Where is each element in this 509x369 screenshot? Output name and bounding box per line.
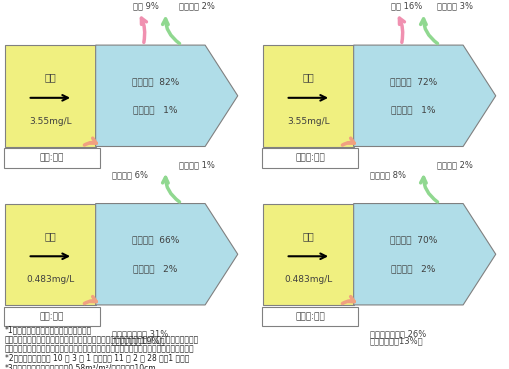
Text: 浸透流出   2%: 浸透流出 2% [390, 264, 435, 273]
Bar [5, 148, 99, 168]
Text: 流入: 流入 [44, 231, 56, 241]
Text: 底泥・土壌蓄積 31%: 底泥・土壌蓄積 31% [112, 329, 168, 338]
Text: 表面流出  66%: 表面流出 66% [131, 235, 179, 245]
Text: 植物吸収 1%: 植物吸収 1% [179, 160, 214, 169]
Text: 流入: 流入 [302, 73, 314, 83]
Bar [262, 307, 357, 326]
Bar [262, 148, 357, 168]
Text: *3　実験条件：水面積負荷：0.58m³/m²/日、水深：10cm: *3 実験条件：水面積負荷：0.58m³/m²/日、水深：10cm [5, 363, 156, 369]
Text: 流入: 流入 [302, 231, 314, 241]
Text: マコモ:窒素: マコモ:窒素 [295, 154, 324, 163]
Text: 底泥蓄積 8%: 底泥蓄積 8% [370, 170, 405, 180]
Text: 表面流出  70%: 表面流出 70% [389, 235, 436, 245]
Text: 脱窒 9%: 脱窒 9% [133, 1, 159, 10]
Text: マコモ:リン: マコモ:リン [295, 312, 324, 321]
Text: 底泥とは植生基材（土壌）上の懸濁物質の堆積物、土壌は稼動開始時の植生基材である: 底泥とは植生基材（土壌）上の懸濁物質の堆積物、土壌は稼動開始時の植生基材である [5, 344, 194, 353]
Bar [263, 204, 353, 305]
Text: *1　脱窒は無機態窒素の減少量より算出: *1 脱窒は無機態窒素の減少量より算出 [5, 325, 92, 335]
Text: 浸透流出   2%: 浸透流出 2% [133, 264, 177, 273]
Text: 窒素・リンの底泥・土壌蓄積は流入負荷量から流出負荷、植物吸収、脱窒を差し引き算出: 窒素・リンの底泥・土壌蓄積は流入負荷量から流出負荷、植物吸収、脱窒を差し引き算出 [5, 335, 199, 344]
Bar [263, 45, 353, 146]
Polygon shape [96, 45, 237, 146]
Text: 3.55mg/L: 3.55mg/L [287, 117, 329, 126]
Text: 底泥・土壌蓄積 26%: 底泥・土壌蓄積 26% [370, 329, 426, 338]
Text: 浸透流出   1%: 浸透流出 1% [390, 106, 435, 114]
Text: （土壌蓄積＝19%）: （土壌蓄積＝19%） [112, 337, 165, 345]
Bar [5, 45, 96, 146]
Text: 表面流出  82%: 表面流出 82% [131, 77, 179, 86]
Text: 0.483mg/L: 0.483mg/L [26, 275, 74, 284]
Polygon shape [96, 204, 237, 305]
Text: ヨシ:リン: ヨシ:リン [40, 312, 64, 321]
Text: 植物吸収 3%: 植物吸収 3% [436, 1, 472, 10]
Text: 流入: 流入 [44, 73, 56, 83]
Text: 3.55mg/L: 3.55mg/L [29, 117, 71, 126]
Text: 底泥蓄積 6%: 底泥蓄積 6% [112, 170, 148, 180]
Text: 植物吸収 2%: 植物吸収 2% [436, 160, 472, 169]
Text: （土壌蓄積＝13%）: （土壌蓄積＝13%） [370, 337, 423, 345]
Text: 表面流出  72%: 表面流出 72% [389, 77, 436, 86]
Bar [5, 204, 96, 305]
Text: *2　実験期間：平成 10 年 3 月 1 日～平成 11 年 2 月 28 日（1 年間）: *2 実験期間：平成 10 年 3 月 1 日～平成 11 年 2 月 28 日… [5, 354, 189, 363]
Polygon shape [353, 45, 495, 146]
Text: 浸透流出   1%: 浸透流出 1% [133, 106, 177, 114]
Text: ヨシ:窒素: ヨシ:窒素 [40, 154, 64, 163]
Polygon shape [353, 204, 495, 305]
Text: 脱窒 16%: 脱窒 16% [390, 1, 421, 10]
Text: 植物吸収 2%: 植物吸収 2% [179, 1, 214, 10]
Bar [5, 307, 99, 326]
Text: 0.483mg/L: 0.483mg/L [284, 275, 332, 284]
